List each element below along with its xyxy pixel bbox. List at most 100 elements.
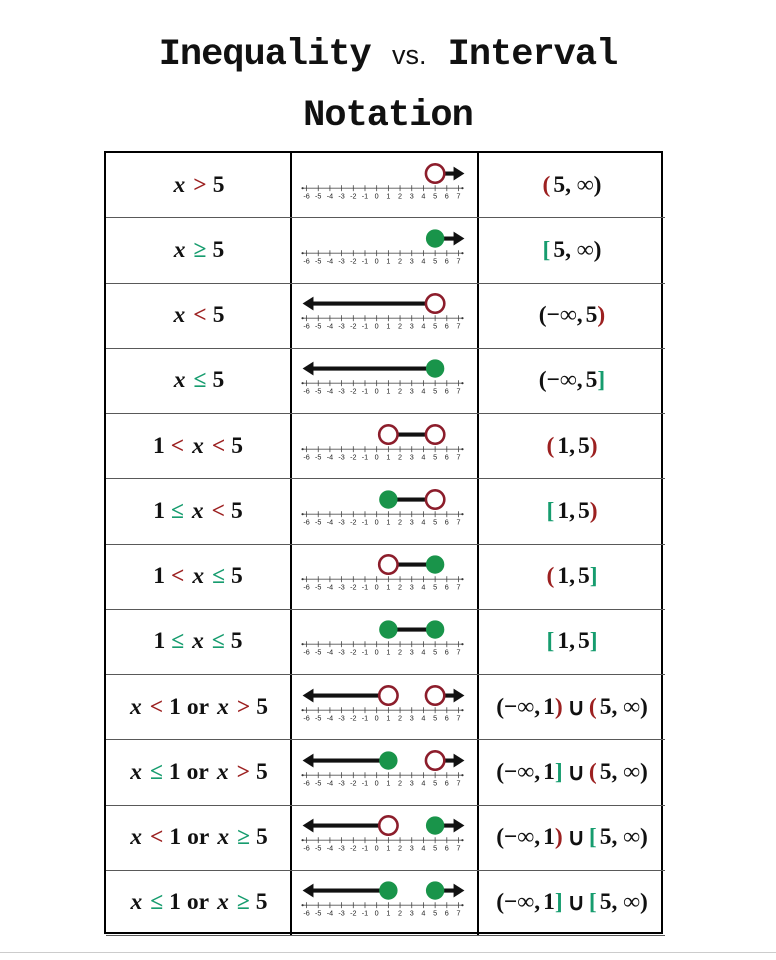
svg-text:7: 7	[456, 909, 460, 918]
svg-text:4: 4	[421, 452, 425, 461]
svg-text:6: 6	[445, 844, 449, 853]
svg-text:5: 5	[433, 322, 437, 331]
svg-text:-3: -3	[338, 909, 344, 918]
svg-text:-2: -2	[350, 322, 356, 331]
svg-text:-4: -4	[327, 713, 333, 722]
svg-text:7: 7	[456, 583, 460, 592]
svg-text:1: 1	[386, 191, 390, 200]
svg-text:-3: -3	[338, 583, 344, 592]
svg-text:2: 2	[398, 583, 402, 592]
svg-text:-4: -4	[327, 909, 333, 918]
svg-text:6: 6	[445, 648, 449, 657]
svg-text:-1: -1	[362, 583, 368, 592]
svg-text:-6: -6	[303, 648, 309, 657]
svg-text:4: 4	[421, 517, 425, 526]
svg-text:1: 1	[386, 387, 390, 396]
svg-text:3: 3	[410, 844, 414, 853]
svg-text:-3: -3	[338, 517, 344, 526]
svg-text:5: 5	[433, 387, 437, 396]
svg-text:-1: -1	[362, 517, 368, 526]
svg-text:6: 6	[445, 713, 449, 722]
svg-text:7: 7	[456, 256, 460, 265]
svg-text:6: 6	[445, 387, 449, 396]
svg-text:-4: -4	[327, 583, 333, 592]
svg-text:3: 3	[410, 517, 414, 526]
svg-text:5: 5	[433, 844, 437, 853]
svg-text:-3: -3	[338, 844, 344, 853]
svg-text:-4: -4	[327, 256, 333, 265]
svg-text:2: 2	[398, 256, 402, 265]
svg-text:7: 7	[456, 778, 460, 787]
svg-text:7: 7	[456, 648, 460, 657]
svg-text:-3: -3	[338, 256, 344, 265]
svg-text:-3: -3	[338, 778, 344, 787]
svg-text:-3: -3	[338, 713, 344, 722]
svg-text:1: 1	[386, 517, 390, 526]
svg-text:5: 5	[433, 713, 437, 722]
svg-text:-5: -5	[315, 583, 321, 592]
svg-text:2: 2	[398, 322, 402, 331]
svg-text:2: 2	[398, 191, 402, 200]
svg-text:-2: -2	[350, 583, 356, 592]
svg-text:2: 2	[398, 387, 402, 396]
svg-text:-5: -5	[315, 844, 321, 853]
svg-text:-4: -4	[327, 452, 333, 461]
svg-text:-4: -4	[327, 648, 333, 657]
svg-text:-4: -4	[327, 322, 333, 331]
svg-text:6: 6	[445, 256, 449, 265]
svg-text:3: 3	[410, 648, 414, 657]
svg-text:4: 4	[421, 322, 425, 331]
svg-text:-5: -5	[315, 387, 321, 396]
svg-text:-6: -6	[303, 256, 309, 265]
svg-text:-6: -6	[303, 778, 309, 787]
svg-text:-6: -6	[303, 713, 309, 722]
svg-text:1: 1	[386, 778, 390, 787]
svg-text:-6: -6	[303, 191, 309, 200]
svg-text:3: 3	[410, 583, 414, 592]
svg-text:4: 4	[421, 844, 425, 853]
svg-text:0: 0	[375, 909, 379, 918]
svg-text:-1: -1	[362, 452, 368, 461]
svg-text:-6: -6	[303, 517, 309, 526]
svg-text:3: 3	[410, 713, 414, 722]
svg-text:0: 0	[375, 387, 379, 396]
svg-text:-5: -5	[315, 452, 321, 461]
svg-text:0: 0	[375, 844, 379, 853]
svg-text:-4: -4	[327, 387, 333, 396]
svg-text:5: 5	[433, 583, 437, 592]
svg-text:-2: -2	[350, 517, 356, 526]
svg-text:6: 6	[445, 452, 449, 461]
svg-text:0: 0	[375, 322, 379, 331]
svg-text:3: 3	[410, 778, 414, 787]
svg-text:-4: -4	[327, 844, 333, 853]
svg-text:-6: -6	[303, 452, 309, 461]
svg-text:-1: -1	[362, 322, 368, 331]
svg-text:0: 0	[375, 648, 379, 657]
svg-text:-1: -1	[362, 909, 368, 918]
svg-text:1: 1	[386, 713, 390, 722]
svg-text:-2: -2	[350, 713, 356, 722]
svg-text:1: 1	[386, 844, 390, 853]
svg-text:-2: -2	[350, 256, 356, 265]
svg-text:-2: -2	[350, 648, 356, 657]
svg-text:1: 1	[386, 322, 390, 331]
svg-text:0: 0	[375, 778, 379, 787]
svg-text:-5: -5	[315, 778, 321, 787]
svg-text:3: 3	[410, 909, 414, 918]
svg-text:-3: -3	[338, 387, 344, 396]
svg-text:0: 0	[375, 452, 379, 461]
svg-text:-5: -5	[315, 648, 321, 657]
svg-text:6: 6	[445, 322, 449, 331]
svg-text:-4: -4	[327, 191, 333, 200]
svg-text:-5: -5	[315, 322, 321, 331]
svg-text:3: 3	[410, 387, 414, 396]
svg-text:-5: -5	[315, 713, 321, 722]
svg-text:-6: -6	[303, 909, 309, 918]
svg-text:-2: -2	[350, 191, 356, 200]
svg-text:7: 7	[456, 844, 460, 853]
svg-text:2: 2	[398, 713, 402, 722]
svg-text:-3: -3	[338, 322, 344, 331]
svg-text:-6: -6	[303, 844, 309, 853]
svg-text:5: 5	[433, 191, 437, 200]
svg-text:-1: -1	[362, 778, 368, 787]
